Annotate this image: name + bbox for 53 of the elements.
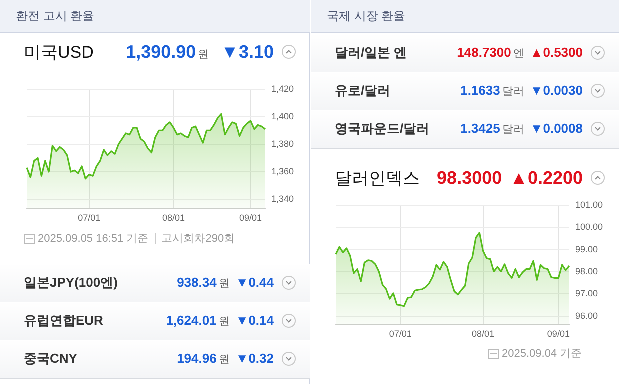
text: ▼0.44: [236, 275, 274, 290]
y-tick-label: 1,380: [271, 138, 294, 149]
text: 원: [218, 315, 230, 329]
y-tick-label: 99.00: [575, 244, 598, 254]
text: 1,390.90: [126, 42, 196, 62]
text: 유로/달러: [335, 82, 391, 100]
x-tick-label: 07/01: [78, 213, 101, 224]
text: 환전 고시 환율: [0, 0, 310, 33]
y-tick-label: 1,340: [271, 194, 294, 204]
x-tick-label: 08/01: [162, 213, 186, 224]
y-tick-label: 1,360: [271, 166, 294, 177]
y-tick-label: 101.00: [575, 200, 604, 210]
y-tick-label: 100.00: [575, 222, 604, 232]
text: 고시회차290회: [162, 232, 236, 246]
text: ▼0.32: [236, 351, 274, 366]
text: 달러: [502, 85, 524, 99]
text: ▼0.0008: [530, 121, 583, 136]
y-tick-label: 97.00: [575, 288, 598, 299]
text: 달러: [502, 123, 524, 137]
text: 1,624.01: [166, 313, 217, 328]
text: 달러/일본 엔: [335, 44, 408, 62]
text: 원: [218, 277, 230, 291]
text: 148.7300: [457, 45, 512, 60]
text: 2025.09.05 16:51 기준: [38, 232, 149, 246]
text: ▼3.10: [221, 42, 274, 62]
y-tick-label: 96.00: [575, 310, 598, 321]
text: 미국USD: [24, 42, 94, 64]
x-tick-label: 07/01: [389, 329, 412, 340]
text: 국제 시장 환율: [311, 0, 619, 33]
text: 엔: [513, 47, 524, 61]
text: ▼0.14: [236, 313, 274, 328]
text: 영국파운드/달러: [335, 120, 430, 138]
text: 원: [198, 48, 210, 62]
text: ▲0.2200: [510, 168, 583, 188]
x-tick-label: 08/01: [472, 329, 495, 340]
y-tick-label: 98.00: [575, 266, 598, 276]
text: 98.3000: [437, 168, 502, 188]
y-tick-label: 1,400: [271, 111, 294, 122]
text: 1.1633: [460, 83, 500, 98]
text: 일본JPY(100엔): [24, 274, 118, 292]
text: 중국CNY: [24, 350, 78, 368]
y-tick-label: 1,420: [271, 84, 294, 94]
text: 938.34: [177, 275, 217, 290]
text: 원: [218, 353, 230, 367]
text: ▲0.5300: [530, 45, 583, 60]
text: 1.3425: [460, 121, 500, 136]
text: ▼0.0030: [530, 83, 583, 98]
x-tick-label: 09/01: [547, 329, 570, 340]
text: 유럽연합EUR: [24, 312, 104, 330]
text: 달러인덱스: [335, 168, 420, 190]
text: 194.96: [177, 351, 217, 366]
x-tick-label: 09/01: [240, 213, 262, 224]
text: 2025.09.04 기준: [502, 347, 582, 361]
